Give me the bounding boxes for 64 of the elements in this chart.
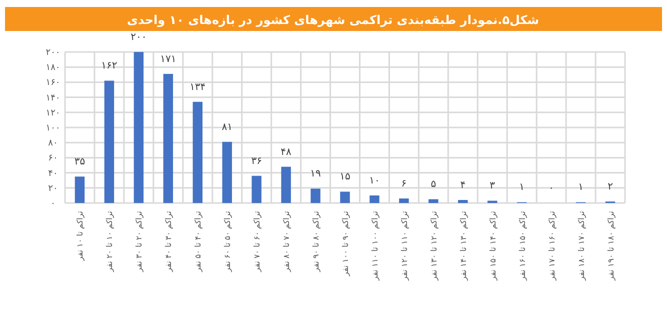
x-tick-label: تراکم ۱۳۰ تا ۱۴۰ نفر — [458, 211, 468, 282]
x-tick-label: تراکم ۸۰ تا ۹۰ نفر — [312, 211, 321, 273]
x-tick-label: تراکم ۷۰ تا ۸۰ نفر — [282, 211, 292, 273]
x-tick-label: تراکم ۱۷۰ تا ۱۸۰ نفر — [576, 211, 586, 282]
x-tick-label: تراکم ۶۰ تا ۷۰ نفر — [252, 211, 262, 273]
y-tick-label: ۱۶۰ — [46, 78, 60, 88]
bar — [104, 80, 114, 203]
data-label: ۶ — [401, 178, 407, 190]
data-label: ۱ — [578, 182, 584, 194]
bar — [222, 142, 232, 203]
bar — [281, 166, 291, 203]
bar — [370, 195, 380, 203]
x-tick-label: تراکم تا ۱۰ نفر — [76, 211, 85, 262]
data-label: ۸۱ — [222, 122, 232, 133]
data-label: ۲ — [608, 181, 613, 192]
x-tick-label: تراکم ۹۰ تا ۱۰۰ نفر — [341, 211, 350, 278]
data-label: ۵ — [430, 179, 436, 190]
data-label: ۱۹ — [310, 168, 321, 180]
y-tick-label: ۱۲۰ — [46, 108, 60, 118]
chart-title: شکل۵.نمودار طبقه‌بندی تراکمی شهرهای کشور در بازه‌های ۱۰ واحدی — [126, 13, 540, 27]
bar — [192, 102, 202, 203]
x-tick-label: تراکم ۳۰ تا ۴۰ نفر — [164, 211, 174, 273]
data-label: ۱۰ — [369, 175, 380, 186]
y-tick-label: ۱۴۰ — [46, 93, 60, 104]
bar — [310, 188, 320, 203]
data-label: ۱۳۴ — [190, 82, 206, 93]
data-label: ۱۵ — [340, 172, 350, 183]
y-tick-label: ۶۰ — [48, 154, 58, 164]
data-label: ۴۸ — [280, 146, 292, 158]
bar — [74, 176, 85, 203]
data-label: ۱ — [519, 182, 525, 194]
bar — [134, 52, 144, 203]
x-tick-label: تراکم ۲۰ تا ۳۰ نفر — [134, 211, 144, 273]
x-tick-label: تراکم ۱۵۰ تا ۱۶۰ نفر — [518, 211, 527, 282]
bar — [340, 192, 350, 203]
x-tick-label: تراکم ۱۰ تا ۲۰ نفر — [105, 211, 114, 273]
bar — [163, 74, 174, 203]
data-label: ۳ — [490, 180, 496, 192]
bar — [252, 176, 262, 203]
x-tick-label: تراکم ۱۴۰ تا ۱۵۰ نفر — [488, 211, 498, 282]
data-label: ۳۶ — [251, 156, 262, 167]
y-tick-label: ۱۰۰ — [46, 124, 60, 134]
y-tick-label: ۲۰ — [48, 184, 58, 194]
y-tick-label: ۴۰ — [48, 168, 58, 179]
data-label: ۲۰۰ — [130, 32, 147, 43]
x-tick-label: تراکم ۱۶۰ تا ۱۷۰ نفر — [547, 211, 556, 282]
data-label: ۳۵ — [74, 156, 86, 168]
bar — [428, 199, 438, 203]
x-tick-label: تراکم ۴۰ تا ۵۰ نفر — [194, 211, 203, 273]
y-tick-label: ۲۰۰ — [46, 48, 60, 58]
data-label: ۱۶۲ — [101, 60, 118, 72]
y-tick-label: ۸۰ — [48, 138, 58, 149]
data-label: ۴ — [460, 180, 466, 191]
bar — [399, 198, 409, 203]
x-tick-label: تراکم ۱۰۰ تا ۱۱۰ نفر — [370, 211, 380, 282]
x-tick-label: تراکم ۱۱۰ تا ۱۲۰ نفر — [400, 211, 409, 282]
bar — [458, 200, 468, 203]
x-tick-label: تراکم ۱۲۰ تا ۱۳۰ نفر — [429, 211, 438, 282]
x-tick-label: تراکم ۵۰ تا ۶۰ نفر — [223, 211, 232, 273]
y-tick-label: ۱۸۰ — [46, 63, 60, 74]
data-label: ۰ — [548, 183, 554, 194]
y-tick-label: ۰ — [50, 199, 56, 209]
x-tick-label: تراکم ۱۸۰ تا ۱۹۰ نفر — [606, 211, 616, 282]
data-label: ۱۷۱ — [160, 54, 176, 65]
